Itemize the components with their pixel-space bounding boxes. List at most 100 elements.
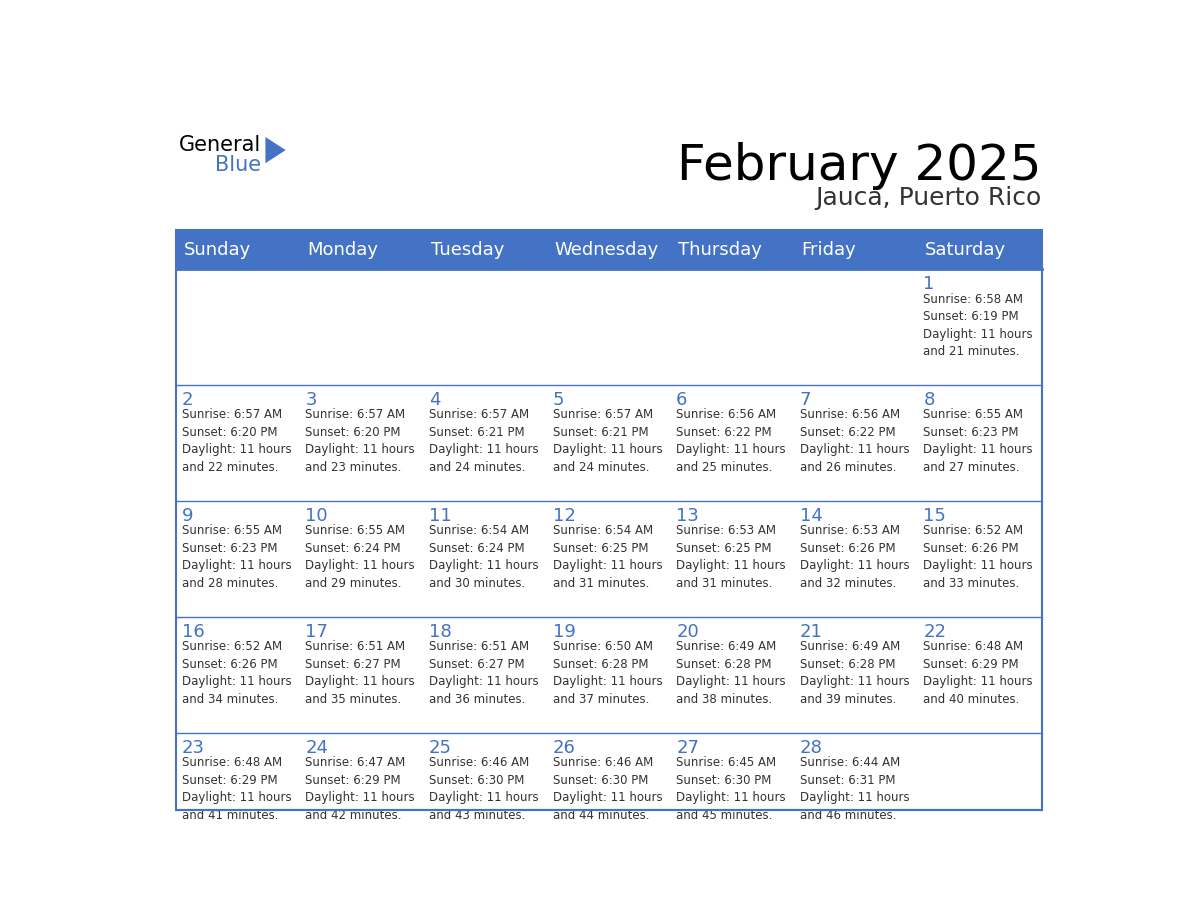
Text: Tuesday: Tuesday xyxy=(431,241,504,259)
Bar xyxy=(671,269,795,386)
Text: Thursday: Thursday xyxy=(678,241,762,259)
Text: Sunrise: 6:51 AM
Sunset: 6:27 PM
Daylight: 11 hours
and 35 minutes.: Sunrise: 6:51 AM Sunset: 6:27 PM Dayligh… xyxy=(305,641,415,706)
Text: Friday: Friday xyxy=(802,241,857,259)
Text: Sunrise: 6:47 AM
Sunset: 6:29 PM
Daylight: 11 hours
and 42 minutes.: Sunrise: 6:47 AM Sunset: 6:29 PM Dayligh… xyxy=(305,756,415,822)
Text: Wednesday: Wednesday xyxy=(555,241,658,259)
Text: Sunrise: 6:46 AM
Sunset: 6:30 PM
Daylight: 11 hours
and 44 minutes.: Sunrise: 6:46 AM Sunset: 6:30 PM Dayligh… xyxy=(552,756,662,822)
Bar xyxy=(671,617,795,733)
Text: General: General xyxy=(179,135,261,155)
Text: Sunrise: 6:57 AM
Sunset: 6:20 PM
Daylight: 11 hours
and 22 minutes.: Sunrise: 6:57 AM Sunset: 6:20 PM Dayligh… xyxy=(182,409,291,474)
Bar xyxy=(918,501,1042,617)
Text: Sunrise: 6:48 AM
Sunset: 6:29 PM
Daylight: 11 hours
and 41 minutes.: Sunrise: 6:48 AM Sunset: 6:29 PM Dayligh… xyxy=(182,756,291,822)
Text: Sunrise: 6:55 AM
Sunset: 6:23 PM
Daylight: 11 hours
and 28 minutes.: Sunrise: 6:55 AM Sunset: 6:23 PM Dayligh… xyxy=(182,524,291,590)
Bar xyxy=(423,269,546,386)
Text: 7: 7 xyxy=(800,391,811,409)
Bar xyxy=(176,230,299,269)
Bar xyxy=(299,617,423,733)
Bar xyxy=(795,733,918,849)
Bar xyxy=(176,501,299,617)
Bar xyxy=(795,269,918,386)
Text: Sunrise: 6:53 AM
Sunset: 6:25 PM
Daylight: 11 hours
and 31 minutes.: Sunrise: 6:53 AM Sunset: 6:25 PM Dayligh… xyxy=(676,524,785,590)
Bar xyxy=(176,617,299,733)
Text: Sunrise: 6:46 AM
Sunset: 6:30 PM
Daylight: 11 hours
and 43 minutes.: Sunrise: 6:46 AM Sunset: 6:30 PM Dayligh… xyxy=(429,756,538,822)
Bar xyxy=(299,230,423,269)
Text: 14: 14 xyxy=(800,507,823,525)
Text: 23: 23 xyxy=(182,739,204,756)
Text: Sunrise: 6:53 AM
Sunset: 6:26 PM
Daylight: 11 hours
and 32 minutes.: Sunrise: 6:53 AM Sunset: 6:26 PM Dayligh… xyxy=(800,524,910,590)
Text: Sunrise: 6:57 AM
Sunset: 6:21 PM
Daylight: 11 hours
and 24 minutes.: Sunrise: 6:57 AM Sunset: 6:21 PM Dayligh… xyxy=(552,409,662,474)
Text: 25: 25 xyxy=(429,739,451,756)
Bar xyxy=(299,733,423,849)
Text: Sunrise: 6:48 AM
Sunset: 6:29 PM
Daylight: 11 hours
and 40 minutes.: Sunrise: 6:48 AM Sunset: 6:29 PM Dayligh… xyxy=(923,641,1034,706)
Text: Sunrise: 6:52 AM
Sunset: 6:26 PM
Daylight: 11 hours
and 33 minutes.: Sunrise: 6:52 AM Sunset: 6:26 PM Dayligh… xyxy=(923,524,1034,590)
Text: 9: 9 xyxy=(182,507,194,525)
Bar xyxy=(423,386,546,501)
Text: 13: 13 xyxy=(676,507,699,525)
Text: 10: 10 xyxy=(305,507,328,525)
Text: 2: 2 xyxy=(182,391,194,409)
Text: 8: 8 xyxy=(923,391,935,409)
Bar xyxy=(423,733,546,849)
Bar xyxy=(546,617,671,733)
Text: 24: 24 xyxy=(305,739,328,756)
Bar xyxy=(918,230,1042,269)
Bar xyxy=(671,501,795,617)
Bar xyxy=(918,733,1042,849)
Bar xyxy=(671,230,795,269)
Text: 17: 17 xyxy=(305,622,328,641)
Text: Sunrise: 6:54 AM
Sunset: 6:24 PM
Daylight: 11 hours
and 30 minutes.: Sunrise: 6:54 AM Sunset: 6:24 PM Dayligh… xyxy=(429,524,538,590)
Text: Sunrise: 6:57 AM
Sunset: 6:21 PM
Daylight: 11 hours
and 24 minutes.: Sunrise: 6:57 AM Sunset: 6:21 PM Dayligh… xyxy=(429,409,538,474)
Text: Blue: Blue xyxy=(215,155,261,174)
Text: 3: 3 xyxy=(305,391,317,409)
Bar xyxy=(671,386,795,501)
Bar xyxy=(918,269,1042,386)
Bar xyxy=(299,501,423,617)
Bar xyxy=(546,230,671,269)
Text: 1: 1 xyxy=(923,274,935,293)
Text: 4: 4 xyxy=(429,391,441,409)
Bar xyxy=(176,269,299,386)
Text: Sunday: Sunday xyxy=(183,241,251,259)
Bar xyxy=(918,617,1042,733)
Text: Sunrise: 6:44 AM
Sunset: 6:31 PM
Daylight: 11 hours
and 46 minutes.: Sunrise: 6:44 AM Sunset: 6:31 PM Dayligh… xyxy=(800,756,910,822)
Text: 15: 15 xyxy=(923,507,947,525)
Bar xyxy=(795,230,918,269)
Text: 12: 12 xyxy=(552,507,575,525)
Text: 11: 11 xyxy=(429,507,451,525)
Bar xyxy=(546,386,671,501)
Text: Sunrise: 6:49 AM
Sunset: 6:28 PM
Daylight: 11 hours
and 39 minutes.: Sunrise: 6:49 AM Sunset: 6:28 PM Dayligh… xyxy=(800,641,910,706)
Text: Sunrise: 6:56 AM
Sunset: 6:22 PM
Daylight: 11 hours
and 25 minutes.: Sunrise: 6:56 AM Sunset: 6:22 PM Dayligh… xyxy=(676,409,785,474)
Bar xyxy=(176,230,1042,810)
Polygon shape xyxy=(265,137,285,163)
Text: Jauca, Puerto Rico: Jauca, Puerto Rico xyxy=(815,185,1042,210)
Text: 16: 16 xyxy=(182,622,204,641)
Text: Sunrise: 6:55 AM
Sunset: 6:23 PM
Daylight: 11 hours
and 27 minutes.: Sunrise: 6:55 AM Sunset: 6:23 PM Dayligh… xyxy=(923,409,1034,474)
Text: Sunrise: 6:50 AM
Sunset: 6:28 PM
Daylight: 11 hours
and 37 minutes.: Sunrise: 6:50 AM Sunset: 6:28 PM Dayligh… xyxy=(552,641,662,706)
Text: 6: 6 xyxy=(676,391,688,409)
Text: 26: 26 xyxy=(552,739,575,756)
Bar xyxy=(918,386,1042,501)
Bar xyxy=(299,386,423,501)
Text: Sunrise: 6:55 AM
Sunset: 6:24 PM
Daylight: 11 hours
and 29 minutes.: Sunrise: 6:55 AM Sunset: 6:24 PM Dayligh… xyxy=(305,524,415,590)
Bar xyxy=(795,617,918,733)
Bar xyxy=(546,501,671,617)
Text: 28: 28 xyxy=(800,739,823,756)
Bar xyxy=(423,501,546,617)
Bar xyxy=(176,386,299,501)
Text: Saturday: Saturday xyxy=(925,241,1006,259)
Bar xyxy=(423,230,546,269)
Text: Sunrise: 6:51 AM
Sunset: 6:27 PM
Daylight: 11 hours
and 36 minutes.: Sunrise: 6:51 AM Sunset: 6:27 PM Dayligh… xyxy=(429,641,538,706)
Text: Sunrise: 6:57 AM
Sunset: 6:20 PM
Daylight: 11 hours
and 23 minutes.: Sunrise: 6:57 AM Sunset: 6:20 PM Dayligh… xyxy=(305,409,415,474)
Bar xyxy=(546,269,671,386)
Bar xyxy=(176,733,299,849)
Text: February 2025: February 2025 xyxy=(677,142,1042,190)
Text: 5: 5 xyxy=(552,391,564,409)
Text: 21: 21 xyxy=(800,622,823,641)
Text: Sunrise: 6:54 AM
Sunset: 6:25 PM
Daylight: 11 hours
and 31 minutes.: Sunrise: 6:54 AM Sunset: 6:25 PM Dayligh… xyxy=(552,524,662,590)
Text: Sunrise: 6:49 AM
Sunset: 6:28 PM
Daylight: 11 hours
and 38 minutes.: Sunrise: 6:49 AM Sunset: 6:28 PM Dayligh… xyxy=(676,641,785,706)
Bar xyxy=(546,733,671,849)
Text: 27: 27 xyxy=(676,739,700,756)
Text: Sunrise: 6:56 AM
Sunset: 6:22 PM
Daylight: 11 hours
and 26 minutes.: Sunrise: 6:56 AM Sunset: 6:22 PM Dayligh… xyxy=(800,409,910,474)
Text: 19: 19 xyxy=(552,622,575,641)
Text: Sunrise: 6:58 AM
Sunset: 6:19 PM
Daylight: 11 hours
and 21 minutes.: Sunrise: 6:58 AM Sunset: 6:19 PM Dayligh… xyxy=(923,293,1034,358)
